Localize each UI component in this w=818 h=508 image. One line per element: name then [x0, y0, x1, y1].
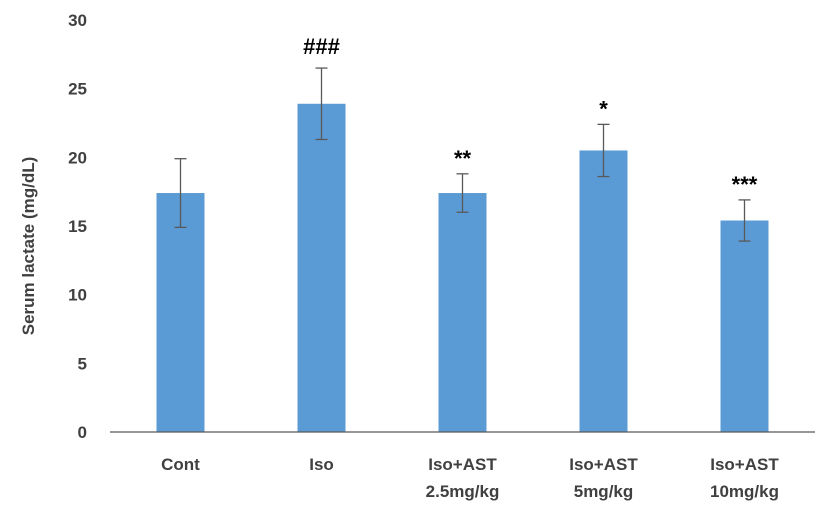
- y-axis-title-group: Serum lactate (mg/dL): [19, 157, 38, 336]
- error-bar: [738, 199, 751, 242]
- x-category-label-line: Iso+AST: [710, 455, 779, 474]
- x-category-label-line: Iso+AST: [428, 455, 497, 474]
- significance-label: ***: [732, 172, 758, 197]
- bar: [297, 103, 346, 433]
- y-axis-title: Serum lactate (mg/dL): [19, 157, 38, 336]
- y-tick-label: 0: [78, 423, 87, 442]
- error-bar: [174, 158, 187, 229]
- y-tick-label: 20: [68, 148, 87, 167]
- y-tick-label: 30: [68, 11, 87, 30]
- error-bar: [597, 123, 610, 178]
- x-category-label: Iso: [309, 455, 334, 474]
- y-tick-label: 5: [78, 354, 87, 373]
- error-bars: [174, 67, 751, 242]
- bar: [438, 193, 487, 432]
- y-tick-label: 15: [68, 217, 87, 236]
- bar: [720, 220, 769, 432]
- bar: [156, 193, 205, 432]
- x-category-label-line: Iso: [309, 455, 334, 474]
- bar: [579, 150, 628, 432]
- x-category-label-line: Cont: [161, 455, 200, 474]
- x-category-label-line: 5mg/kg: [574, 482, 634, 501]
- y-tick-label: 25: [68, 80, 87, 99]
- y-tick-label: 10: [68, 286, 87, 305]
- significance-labels: ###******: [303, 34, 758, 197]
- error-bar: [315, 67, 328, 141]
- significance-label: **: [454, 146, 472, 171]
- x-category-label: Iso+AST 10mg/kg: [710, 455, 779, 501]
- error-bar: [456, 173, 469, 213]
- y-tick-labels: 0 5 10 15 20 25 30: [68, 11, 87, 442]
- significance-label: *: [599, 96, 608, 121]
- bars: [156, 103, 769, 433]
- x-category-label: Iso+AST 5mg/kg: [569, 455, 638, 501]
- x-category-label: Iso+AST 2.5mg/kg: [426, 455, 500, 501]
- x-category-label-line: 10mg/kg: [710, 482, 779, 501]
- x-category-label-line: Iso+AST: [569, 455, 638, 474]
- significance-label: ###: [303, 34, 340, 59]
- x-category-label: Cont: [161, 455, 200, 474]
- x-category-label-line: 2.5mg/kg: [426, 482, 500, 501]
